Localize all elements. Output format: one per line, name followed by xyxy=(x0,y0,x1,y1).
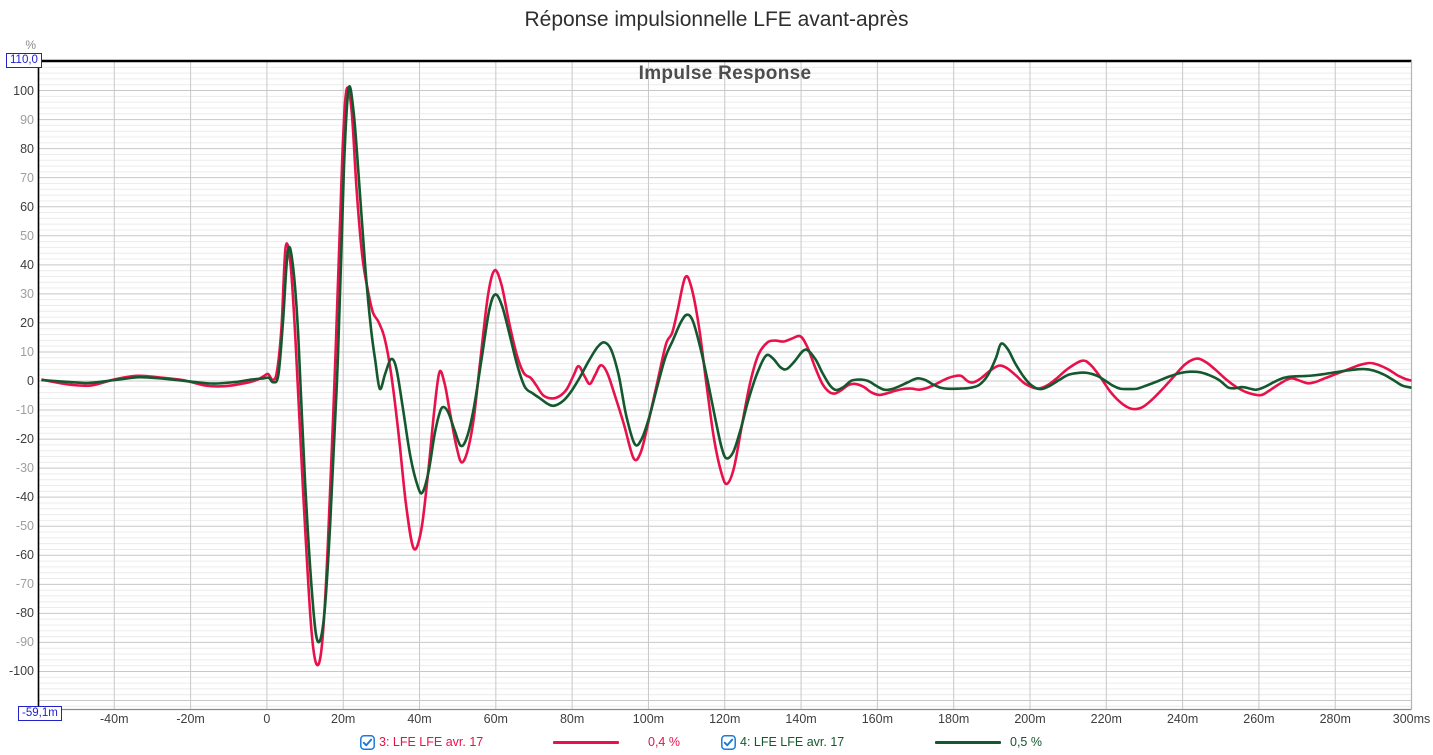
trace-4-checkbox[interactable] xyxy=(721,735,736,750)
x-tick-label: -40m xyxy=(100,712,129,726)
y-tick-label: -70 xyxy=(15,577,34,592)
y-axis-unit-label: % xyxy=(25,38,36,52)
y-tick-label: 20 xyxy=(20,315,34,330)
x-tick-label: 120m xyxy=(709,712,741,726)
trace-4-percent: 0,5 % xyxy=(1010,735,1042,749)
trace-3-percent: 0,4 % xyxy=(648,735,680,749)
x-tick-label: 20m xyxy=(331,712,356,726)
x-tick-label: 200m xyxy=(1014,712,1046,726)
window-title: Réponse impulsionnelle LFE avant-après xyxy=(524,8,909,31)
plot-title: Impulse Response xyxy=(638,63,812,84)
x-tick-label: 240m xyxy=(1166,712,1199,726)
y-tick-label: -40 xyxy=(15,490,34,505)
y-tick-label: 90 xyxy=(20,112,34,127)
y-tick-label: -100 xyxy=(8,664,34,679)
y-tick-label: 60 xyxy=(20,199,34,214)
x-tick-label: 100m xyxy=(632,712,665,726)
x-tick-label: 260m xyxy=(1243,712,1275,726)
trace-3-label: 3: LFE LFE avr. 17 xyxy=(379,735,484,749)
y-tick-label: -80 xyxy=(15,606,34,621)
checkbox-check-icon xyxy=(360,735,375,750)
x-tick-label: 180m xyxy=(938,712,970,726)
trace-3-line-swatch xyxy=(553,741,619,744)
y-tick-label: 50 xyxy=(20,228,34,243)
y-tick-label: -10 xyxy=(15,403,34,418)
y-tick-label: 10 xyxy=(20,344,34,359)
y-tick-label: 100 xyxy=(13,83,34,98)
y-tick-label: -20 xyxy=(15,432,34,447)
series-2-curve xyxy=(41,85,1412,644)
x-tick-label: 60m xyxy=(483,712,508,726)
trace-3-checkbox[interactable] xyxy=(360,735,375,750)
x-tick-label: -20m xyxy=(176,712,205,726)
x-tick-label: 160m xyxy=(861,712,894,726)
series-1-curve xyxy=(41,86,1412,667)
x-tick-label: 140m xyxy=(785,712,817,726)
y-tick-label: 0 xyxy=(27,374,34,388)
y-tick-label: -50 xyxy=(15,519,34,534)
checkbox-check-icon xyxy=(721,735,736,750)
x-tick-label: 40m xyxy=(407,712,432,726)
x-tick-label: 300ms xyxy=(1392,712,1431,726)
y-tick-label: -90 xyxy=(15,635,34,650)
y-tick-label: -60 xyxy=(15,548,34,563)
y-tick-label: 40 xyxy=(20,257,34,272)
x-tick-label: 0 xyxy=(263,712,271,726)
y-tick-label: 80 xyxy=(20,141,34,156)
x-tick-label: 280m xyxy=(1319,712,1351,726)
y-tick-label: -30 xyxy=(15,461,34,476)
y-tick-label: 70 xyxy=(20,170,34,185)
x-min-readout[interactable]: -59,1m xyxy=(18,706,62,721)
x-tick-label: 80m xyxy=(559,712,585,726)
x-tick-label: 220m xyxy=(1090,712,1122,726)
trace-4-line-swatch xyxy=(935,741,1001,744)
trace-4-label: 4: LFE LFE avr. 17 xyxy=(740,735,845,749)
y-max-readout[interactable]: 110,0 xyxy=(6,53,42,68)
y-tick-label: 30 xyxy=(20,286,34,301)
